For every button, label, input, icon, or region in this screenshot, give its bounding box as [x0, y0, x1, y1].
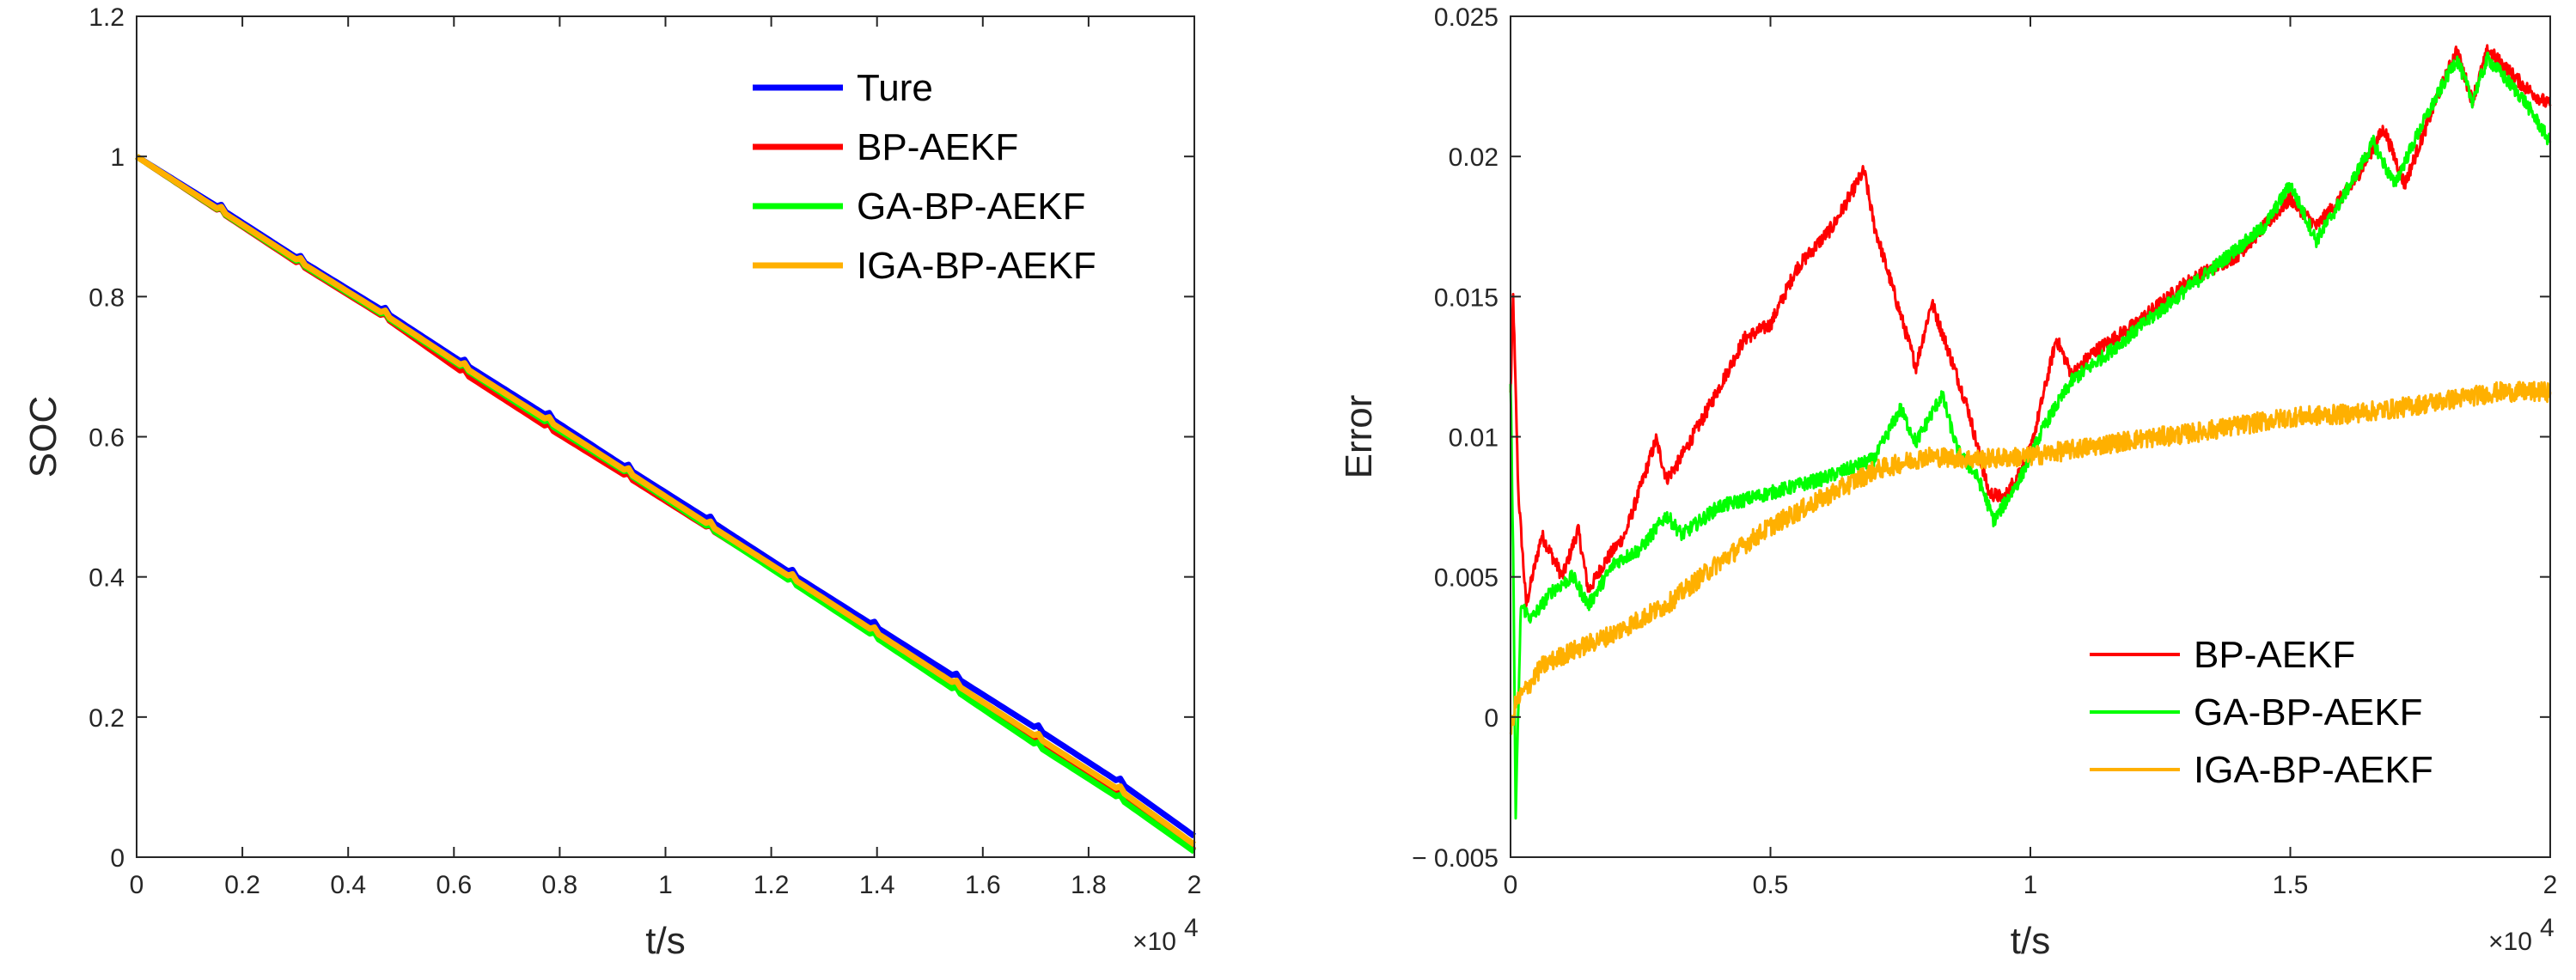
x-axis-label: t/s: [645, 920, 685, 962]
y-tick-label: 0.025: [1434, 3, 1499, 32]
y-tick-label: 0.2: [89, 704, 125, 733]
x-tick-label: 1.8: [1071, 871, 1107, 899]
x-exponent-label: ×10: [2488, 928, 2532, 956]
x-tick-label: 1: [658, 871, 673, 899]
series-line-iga-bp-aekf: [135, 154, 1197, 848]
y-tick-label: 0.4: [89, 564, 125, 593]
chart-2: 0 0.5 1 1.5 2− 0.00500.0050.010.0150.020.025…: [1338, 3, 2557, 962]
legend-label: IGA-BP-AEKF: [857, 245, 1096, 287]
x-tick-label: 0.5: [1753, 871, 1789, 899]
chart-1: 0 0.2 0.4 0.6 0.8 1 1.2 1.4 1.6 1.8 2 0 0.2 0.4 0.6 0.8…: [22, 3, 1201, 962]
legend-label: Ture: [857, 67, 933, 109]
x-tick-label: 1: [2024, 871, 2038, 899]
legend-label: GA-BP-AEKF: [857, 186, 1086, 228]
y-tick-label: 0.02: [1449, 143, 1499, 172]
plot-area: [136, 15, 1195, 858]
legend-label: BP-AEKF: [857, 126, 1018, 168]
y-axis-label: Error: [1338, 395, 1380, 479]
legend-label: BP-AEKF: [2194, 634, 2355, 676]
x-tick-label: 1.6: [965, 871, 1001, 899]
legend-label: GA-BP-AEKF: [2194, 691, 2423, 733]
x-exponent-power: 4: [1184, 914, 1199, 942]
series-line-bp-aekf: [1509, 44, 2552, 608]
x-tick-label: 0: [1504, 871, 1518, 899]
y-tick-label: 0: [1484, 704, 1499, 733]
x-tick-label: 0.8: [542, 871, 578, 899]
y-tick-label: 0.8: [89, 283, 125, 312]
series-line-iga-bp-aekf: [1509, 380, 2552, 735]
y-tick-label: 0.6: [89, 424, 125, 453]
x-axis-label: t/s: [2011, 920, 2050, 962]
x-tick-label: 1.2: [754, 871, 790, 899]
legend-label: IGA-BP-AEKF: [2194, 749, 2433, 791]
x-tick-label: 0.6: [436, 871, 472, 899]
legend: BP-AEKF GA-BP-AEKF IGA-BP-AEKF: [2090, 634, 2433, 791]
x-exponent-label: ×10: [1132, 928, 1176, 956]
y-tick-label: 0.01: [1449, 424, 1499, 453]
x-tick-label: 0.4: [330, 871, 366, 899]
x-exponent-power: 4: [2540, 914, 2555, 942]
y-tick-label: 0.015: [1434, 283, 1499, 312]
y-tick-label: 0.005: [1434, 564, 1499, 593]
y-tick-label: 1: [110, 143, 125, 172]
y-tick-label: − 0.005: [1412, 844, 1499, 873]
x-tick-label: 0.2: [224, 871, 260, 899]
y-axis-label: SOC: [22, 396, 64, 478]
x-tick-label: 0: [130, 871, 144, 899]
legend: Ture BP-AEKF GA-BP-AEKF IGA-BP-AEKF: [753, 67, 1096, 287]
y-tick-label: 1.2: [89, 3, 125, 32]
x-tick-label: 1.5: [2273, 871, 2309, 899]
y-tick-label: 0: [110, 844, 125, 873]
x-tick-label: 1.4: [859, 871, 895, 899]
x-tick-label: 2: [2543, 871, 2558, 899]
x-tick-label: 2: [1187, 871, 1202, 899]
